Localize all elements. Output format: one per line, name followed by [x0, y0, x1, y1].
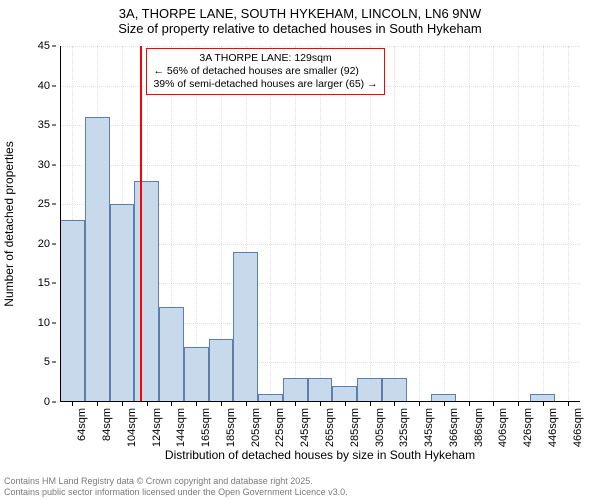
x-tick-mark [122, 402, 123, 406]
x-tick-mark [444, 402, 445, 406]
footer: Contains HM Land Registry data © Crown c… [4, 476, 348, 499]
x-axis-label: Distribution of detached houses by size … [60, 448, 580, 462]
y-tick-label: 40 [10, 80, 50, 92]
footer-line-1: Contains HM Land Registry data © Crown c… [4, 476, 348, 487]
x-tick-mark [394, 402, 395, 406]
x-tick-label: 426sqm [522, 408, 534, 447]
x-tick-label: 446sqm [547, 408, 559, 447]
y-tick-mark [52, 125, 56, 126]
y-tick-label: 45 [10, 40, 50, 52]
y-tick-mark [52, 402, 56, 403]
x-tick-mark [345, 402, 346, 406]
title-line-1: 3A, THORPE LANE, SOUTH HYKEHAM, LINCOLN,… [0, 6, 600, 21]
bar [357, 378, 382, 402]
y-tick-label: 20 [10, 238, 50, 250]
x-tick-label: 285sqm [349, 408, 361, 447]
x-tick-label: 366sqm [448, 408, 460, 447]
x-tick-mark [493, 402, 494, 406]
callout-box: 3A THORPE LANE: 129sqm ← 56% of detached… [146, 48, 384, 95]
bar [233, 252, 258, 402]
bar [134, 181, 159, 403]
bar [85, 117, 110, 402]
y-tick-mark [52, 283, 56, 284]
x-tick-mark [518, 402, 519, 406]
bar [382, 378, 407, 402]
y-tick-mark [52, 46, 56, 47]
chart-container: 3A, THORPE LANE, SOUTH HYKEHAM, LINCOLN,… [0, 0, 600, 500]
y-tick-label: 0 [10, 396, 50, 408]
callout-line-1: ← 56% of detached houses are smaller (92… [153, 65, 377, 78]
footer-line-2: Contains public sector information licen… [4, 487, 348, 498]
x-tick-mark [543, 402, 544, 406]
bar [110, 204, 135, 402]
x-tick-mark [469, 402, 470, 406]
x-tick-mark [171, 402, 172, 406]
x-tick-mark [246, 402, 247, 406]
x-tick-mark [196, 402, 197, 406]
y-tick-label: 10 [10, 317, 50, 329]
y-axis-ticks: 051015202530354045 [0, 46, 56, 402]
y-tick-label: 35 [10, 119, 50, 131]
y-tick-mark [52, 204, 56, 205]
callout-line-2: 39% of semi-detached houses are larger (… [153, 78, 377, 91]
x-tick-label: 406sqm [497, 408, 509, 447]
x-tick-label: 84sqm [101, 408, 113, 441]
x-tick-label: 386sqm [473, 408, 485, 447]
x-tick-mark [270, 402, 271, 406]
x-tick-label: 265sqm [324, 408, 336, 447]
x-tick-label: 144sqm [175, 408, 187, 447]
title-block: 3A, THORPE LANE, SOUTH HYKEHAM, LINCOLN,… [0, 0, 600, 36]
x-tick-mark [295, 402, 296, 406]
x-tick-mark [147, 402, 148, 406]
y-tick-label: 15 [10, 277, 50, 289]
bar [184, 347, 209, 402]
reference-line [140, 46, 142, 402]
bars-layer [60, 46, 580, 402]
x-tick-label: 124sqm [151, 408, 163, 447]
x-tick-label: 64sqm [76, 408, 88, 441]
bar [60, 220, 85, 402]
y-tick-mark [52, 85, 56, 86]
x-tick-label: 325sqm [398, 408, 410, 447]
callout-title: 3A THORPE LANE: 129sqm [153, 52, 377, 65]
x-tick-label: 466sqm [572, 408, 584, 447]
x-tick-mark [72, 402, 73, 406]
x-tick-mark [568, 402, 569, 406]
x-tick-mark [97, 402, 98, 406]
x-tick-label: 104sqm [126, 408, 138, 447]
y-tick-mark [52, 164, 56, 165]
y-tick-mark [52, 243, 56, 244]
bar [209, 339, 234, 402]
bar [283, 378, 308, 402]
x-tick-mark [320, 402, 321, 406]
x-tick-label: 345sqm [423, 408, 435, 447]
x-tick-label: 225sqm [274, 408, 286, 447]
axis-line-left [60, 46, 61, 402]
y-tick-label: 25 [10, 198, 50, 210]
x-tick-mark [419, 402, 420, 406]
x-tick-label: 305sqm [374, 408, 386, 447]
plot-area: 3A THORPE LANE: 129sqm ← 56% of detached… [60, 46, 580, 402]
x-tick-mark [370, 402, 371, 406]
x-tick-mark [221, 402, 222, 406]
title-line-2: Size of property relative to detached ho… [0, 21, 600, 36]
x-tick-label: 185sqm [225, 408, 237, 447]
y-tick-mark [52, 322, 56, 323]
y-tick-label: 30 [10, 159, 50, 171]
x-tick-label: 205sqm [250, 408, 262, 447]
y-tick-label: 5 [10, 356, 50, 368]
x-tick-label: 165sqm [200, 408, 212, 447]
y-tick-mark [52, 362, 56, 363]
bar [332, 386, 357, 402]
bar [308, 378, 333, 402]
bar [159, 307, 184, 402]
x-tick-label: 245sqm [299, 408, 311, 447]
